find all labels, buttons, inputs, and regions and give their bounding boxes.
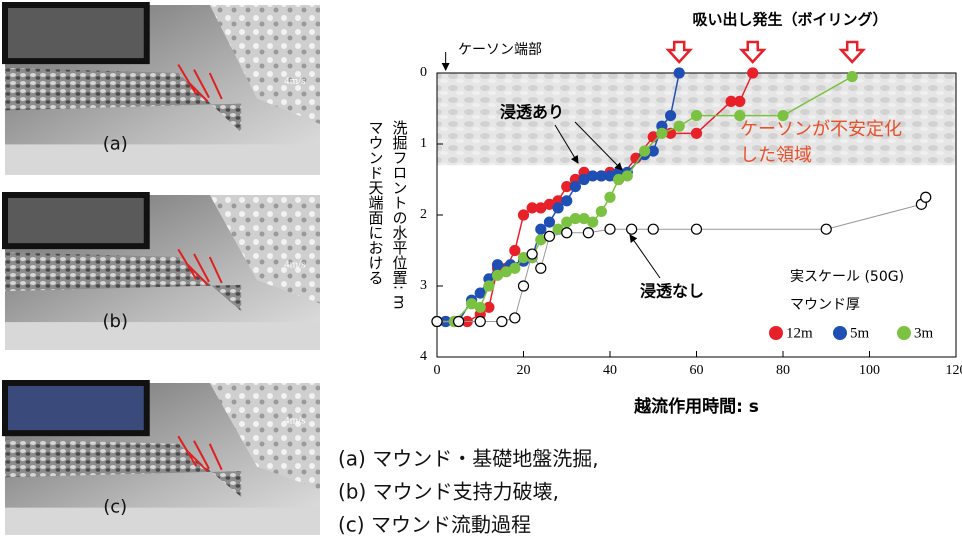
data-point	[519, 210, 529, 220]
data-point	[527, 249, 537, 259]
annotation-arrow	[630, 235, 660, 278]
caption: (c) マウンド流動過程	[338, 513, 531, 537]
data-point	[692, 224, 702, 234]
velocity-scale: 4m/s	[284, 75, 305, 87]
annotation: 浸透あり	[500, 103, 564, 122]
data-point	[657, 128, 667, 138]
data-point	[674, 121, 684, 131]
data-point	[605, 224, 615, 234]
data-point	[692, 111, 702, 121]
photo: (b) 4m/s	[5, 195, 320, 350]
data-point	[497, 317, 507, 327]
data-point	[921, 192, 931, 202]
data-point	[536, 224, 546, 234]
data-point	[510, 263, 520, 273]
data-point	[640, 146, 650, 156]
data-point	[544, 217, 554, 227]
floor	[5, 144, 320, 175]
data-point	[748, 68, 758, 78]
y-tick-label: 3	[420, 278, 427, 293]
data-point	[544, 231, 554, 241]
annotation: ケーソン端部	[458, 42, 542, 58]
photo: (a) 4m/s	[5, 5, 320, 175]
legend-label: 3m	[914, 325, 934, 341]
floor	[5, 322, 320, 350]
data-point	[484, 281, 494, 291]
x-axis-title: 越流作用時間: s	[633, 396, 759, 417]
y-tick-label: 4	[420, 349, 427, 364]
legend-title: 実スケール (50G)	[790, 269, 904, 285]
data-point	[519, 281, 529, 291]
legend-label: 5m	[850, 325, 870, 341]
boiling-arrow	[668, 42, 690, 62]
annotation: 浸透なし	[640, 282, 704, 301]
data-point	[674, 68, 684, 78]
data-point	[553, 203, 563, 213]
y-axis-title: マウンド天端面における	[367, 120, 385, 285]
photo-label: (b)	[103, 311, 128, 332]
legend-marker	[769, 326, 783, 340]
x-tick-label: 120	[946, 363, 962, 378]
y-tick-label: 1	[420, 136, 427, 151]
data-point	[510, 246, 520, 256]
figure: (a)4m/s(b)4m/s(c)4m/s 012340204060801001…	[0, 0, 962, 538]
caisson	[5, 383, 147, 433]
caisson	[5, 195, 147, 246]
data-point	[475, 288, 485, 298]
data-point	[622, 171, 632, 181]
annotation: した領域	[740, 145, 812, 166]
data-point	[627, 224, 637, 234]
annotation: 吸い出し発生（ボイリング）	[692, 11, 887, 29]
data-point	[596, 206, 606, 216]
data-point	[475, 317, 485, 327]
photo-label: (c)	[103, 497, 127, 518]
data-point	[847, 72, 857, 82]
x-tick-label: 100	[859, 363, 880, 378]
data-point	[821, 224, 831, 234]
y-axis-title: 洗掘フロントの水平位置: m	[391, 120, 409, 309]
caption: (b) マウンド支持力破壊,	[338, 480, 559, 504]
data-point	[692, 128, 702, 138]
data-point	[475, 302, 485, 312]
legend-marker	[897, 326, 911, 340]
photo-label: (a)	[103, 133, 128, 154]
data-point	[510, 313, 520, 323]
data-point	[454, 317, 464, 327]
data-point	[605, 192, 615, 202]
data-point	[735, 96, 745, 106]
x-tick-label: 80	[776, 363, 790, 378]
legend-title: マウンド厚	[790, 297, 860, 313]
data-point	[562, 228, 572, 238]
data-point	[648, 224, 658, 234]
data-point	[583, 228, 593, 238]
data-point	[432, 317, 442, 327]
photo: (c) 4m/s	[5, 383, 320, 535]
legend-label: 12m	[786, 325, 813, 341]
y-tick-label: 2	[420, 207, 427, 222]
x-tick-label: 0	[434, 363, 441, 378]
x-tick-label: 40	[603, 363, 617, 378]
legend-marker	[833, 326, 847, 340]
data-point	[570, 182, 580, 192]
caisson	[5, 5, 147, 61]
velocity-scale: 4m/s	[284, 258, 305, 270]
y-tick-label: 0	[420, 65, 427, 80]
boiling-arrow	[841, 42, 863, 62]
x-tick-label: 60	[690, 363, 704, 378]
data-point	[562, 196, 572, 206]
data-point	[493, 260, 503, 270]
data-point	[536, 263, 546, 273]
velocity-scale: 4m/s	[284, 415, 305, 427]
data-point	[666, 111, 676, 121]
data-point	[588, 217, 598, 227]
floor	[5, 508, 320, 535]
annotation: ケーソンが不安定化	[740, 119, 902, 140]
boiling-arrow	[742, 42, 764, 62]
x-tick-label: 20	[517, 363, 531, 378]
caption: (a) マウンド・基礎地盤洗掘,	[338, 447, 599, 471]
